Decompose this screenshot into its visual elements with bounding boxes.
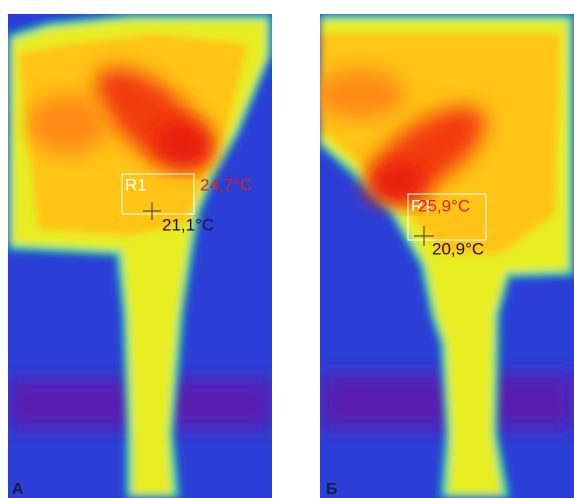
roi-box	[121, 173, 195, 215]
panel-letter: А	[12, 481, 24, 498]
max-temp: 24,7°C	[200, 175, 252, 194]
min-temp: 20,9°C	[432, 239, 484, 258]
panel-letter: Б	[326, 481, 338, 498]
min-temp: 21,1°C	[162, 215, 214, 234]
max-temp: 25,9°C	[418, 196, 470, 215]
thermal-image-b: R1 25,9°C 20,9°C Б	[320, 14, 574, 498]
region-label: R1	[125, 175, 147, 194]
roi-box	[407, 193, 487, 241]
region-label: R1	[411, 196, 433, 215]
thermal-image-a: R1 24,7°C 21,1°C А	[8, 14, 272, 498]
